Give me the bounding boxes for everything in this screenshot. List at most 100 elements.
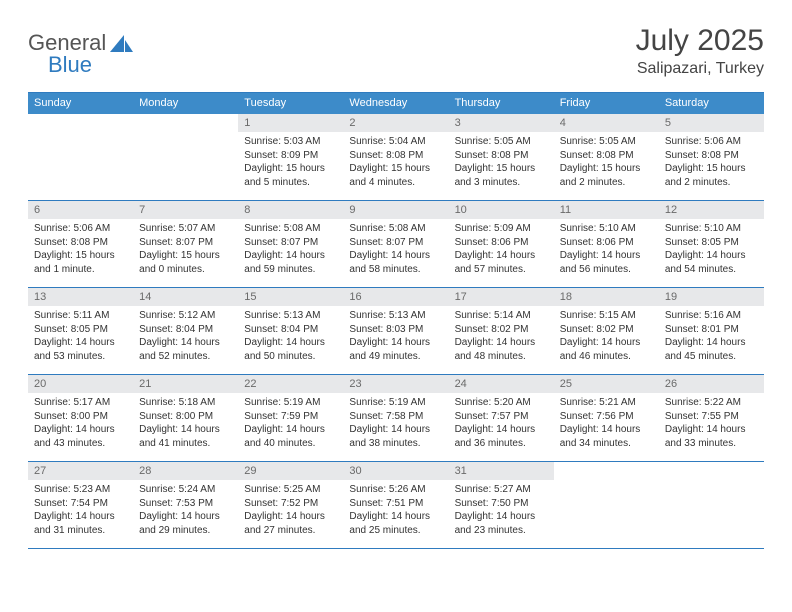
daylight-text: Daylight: 15 hours and 5 minutes. — [244, 162, 337, 189]
sunset-text: Sunset: 8:07 PM — [244, 236, 337, 250]
sunrise-text: Sunrise: 5:10 AM — [560, 222, 653, 236]
day-number: 9 — [343, 201, 448, 219]
day-number: 18 — [554, 288, 659, 306]
sunrise-text: Sunrise: 5:08 AM — [349, 222, 442, 236]
sunset-text: Sunset: 8:04 PM — [244, 323, 337, 337]
sunrise-text: Sunrise: 5:20 AM — [455, 396, 548, 410]
day-detail: Sunrise: 5:09 AMSunset: 8:06 PMDaylight:… — [449, 219, 554, 282]
sunset-text: Sunset: 8:06 PM — [560, 236, 653, 250]
day-number: 11 — [554, 201, 659, 219]
day-cell — [554, 462, 659, 548]
sunrise-text: Sunrise: 5:19 AM — [349, 396, 442, 410]
day-detail: Sunrise: 5:22 AMSunset: 7:55 PMDaylight:… — [659, 393, 764, 456]
sunset-text: Sunset: 7:55 PM — [665, 410, 758, 424]
day-number: 30 — [343, 462, 448, 480]
dayname-wednesday: Wednesday — [343, 93, 448, 114]
sunrise-text: Sunrise: 5:13 AM — [349, 309, 442, 323]
day-number: 10 — [449, 201, 554, 219]
day-cell: 31Sunrise: 5:27 AMSunset: 7:50 PMDayligh… — [449, 462, 554, 548]
sunrise-text: Sunrise: 5:25 AM — [244, 483, 337, 497]
day-detail: Sunrise: 5:21 AMSunset: 7:56 PMDaylight:… — [554, 393, 659, 456]
weeks-container: 1Sunrise: 5:03 AMSunset: 8:09 PMDaylight… — [28, 114, 764, 549]
day-number: 31 — [449, 462, 554, 480]
day-cell: 21Sunrise: 5:18 AMSunset: 8:00 PMDayligh… — [133, 375, 238, 461]
sunrise-text: Sunrise: 5:06 AM — [34, 222, 127, 236]
day-detail: Sunrise: 5:05 AMSunset: 8:08 PMDaylight:… — [554, 132, 659, 195]
day-detail: Sunrise: 5:10 AMSunset: 8:05 PMDaylight:… — [659, 219, 764, 282]
day-number: 7 — [133, 201, 238, 219]
sunset-text: Sunset: 8:05 PM — [34, 323, 127, 337]
day-detail: Sunrise: 5:19 AMSunset: 7:59 PMDaylight:… — [238, 393, 343, 456]
sunrise-text: Sunrise: 5:23 AM — [34, 483, 127, 497]
sunrise-text: Sunrise: 5:14 AM — [455, 309, 548, 323]
day-number: 29 — [238, 462, 343, 480]
day-cell: 30Sunrise: 5:26 AMSunset: 7:51 PMDayligh… — [343, 462, 448, 548]
daylight-text: Daylight: 14 hours and 49 minutes. — [349, 336, 442, 363]
day-cell: 8Sunrise: 5:08 AMSunset: 8:07 PMDaylight… — [238, 201, 343, 287]
day-number: 28 — [133, 462, 238, 480]
day-cell — [133, 114, 238, 200]
day-number: 8 — [238, 201, 343, 219]
day-detail: Sunrise: 5:18 AMSunset: 8:00 PMDaylight:… — [133, 393, 238, 456]
day-detail: Sunrise: 5:19 AMSunset: 7:58 PMDaylight:… — [343, 393, 448, 456]
daylight-text: Daylight: 14 hours and 33 minutes. — [665, 423, 758, 450]
sunset-text: Sunset: 8:00 PM — [139, 410, 232, 424]
day-number: 22 — [238, 375, 343, 393]
day-detail: Sunrise: 5:15 AMSunset: 8:02 PMDaylight:… — [554, 306, 659, 369]
day-cell: 10Sunrise: 5:09 AMSunset: 8:06 PMDayligh… — [449, 201, 554, 287]
calendar-grid: Sunday Monday Tuesday Wednesday Thursday… — [28, 92, 764, 549]
sunrise-text: Sunrise: 5:09 AM — [455, 222, 548, 236]
day-cell: 29Sunrise: 5:25 AMSunset: 7:52 PMDayligh… — [238, 462, 343, 548]
day-detail: Sunrise: 5:12 AMSunset: 8:04 PMDaylight:… — [133, 306, 238, 369]
sunset-text: Sunset: 7:54 PM — [34, 497, 127, 511]
daylight-text: Daylight: 14 hours and 29 minutes. — [139, 510, 232, 537]
dayname-monday: Monday — [133, 93, 238, 114]
sunset-text: Sunset: 7:52 PM — [244, 497, 337, 511]
week-row: 6Sunrise: 5:06 AMSunset: 8:08 PMDaylight… — [28, 201, 764, 288]
day-detail: Sunrise: 5:05 AMSunset: 8:08 PMDaylight:… — [449, 132, 554, 195]
location-label: Salipazari, Turkey — [636, 60, 764, 78]
day-number: 23 — [343, 375, 448, 393]
day-cell: 17Sunrise: 5:14 AMSunset: 8:02 PMDayligh… — [449, 288, 554, 374]
daylight-text: Daylight: 14 hours and 52 minutes. — [139, 336, 232, 363]
page-header: General July 2025 Salipazari, Turkey — [28, 24, 764, 78]
day-detail: Sunrise: 5:11 AMSunset: 8:05 PMDaylight:… — [28, 306, 133, 369]
dayname-friday: Friday — [554, 93, 659, 114]
day-detail: Sunrise: 5:17 AMSunset: 8:00 PMDaylight:… — [28, 393, 133, 456]
daylight-text: Daylight: 14 hours and 56 minutes. — [560, 249, 653, 276]
sunrise-text: Sunrise: 5:11 AM — [34, 309, 127, 323]
sunrise-text: Sunrise: 5:17 AM — [34, 396, 127, 410]
daylight-text: Daylight: 14 hours and 45 minutes. — [665, 336, 758, 363]
calendar-page: General July 2025 Salipazari, Turkey Blu… — [0, 0, 792, 569]
daylight-text: Daylight: 14 hours and 46 minutes. — [560, 336, 653, 363]
day-detail: Sunrise: 5:06 AMSunset: 8:08 PMDaylight:… — [28, 219, 133, 282]
sunset-text: Sunset: 8:08 PM — [455, 149, 548, 163]
day-cell: 7 Sunrise: 5:07 AMSunset: 8:07 PMDaylight… — [133, 201, 238, 287]
sunset-text: Sunset: 8:07 PM — [349, 236, 442, 250]
daylight-text: Daylight: 14 hours and 23 minutes. — [455, 510, 548, 537]
day-cell: 28Sunrise: 5:24 AMSunset: 7:53 PMDayligh… — [133, 462, 238, 548]
sunrise-text: Sunrise: 5:21 AM — [560, 396, 653, 410]
day-cell: 14Sunrise: 5:12 AMSunset: 8:04 PMDayligh… — [133, 288, 238, 374]
day-number: 15 — [238, 288, 343, 306]
brand-part2: Blue — [48, 52, 92, 78]
sunset-text: Sunset: 7:53 PM — [139, 497, 232, 511]
day-detail: Sunrise: 5:03 AMSunset: 8:09 PMDaylight:… — [238, 132, 343, 195]
sunrise-text: Sunrise: 5:07 AM — [139, 222, 232, 236]
daylight-text: Daylight: 14 hours and 54 minutes. — [665, 249, 758, 276]
day-cell: 11 Sunrise: 5:10 AMSunset: 8:06 PMDayligh… — [554, 201, 659, 287]
sunset-text: Sunset: 8:07 PM — [139, 236, 232, 250]
day-number: 16 — [343, 288, 448, 306]
day-number: 14 — [133, 288, 238, 306]
sunset-text: Sunset: 8:02 PM — [560, 323, 653, 337]
logo-sail-icon — [110, 35, 134, 53]
sunrise-text: Sunrise: 5:05 AM — [455, 135, 548, 149]
day-cell: 16Sunrise: 5:13 AMSunset: 8:03 PMDayligh… — [343, 288, 448, 374]
sunset-text: Sunset: 8:08 PM — [560, 149, 653, 163]
day-detail: Sunrise: 5:25 AMSunset: 7:52 PMDaylight:… — [238, 480, 343, 543]
daylight-text: Daylight: 15 hours and 0 minutes. — [139, 249, 232, 276]
day-cell: 19Sunrise: 5:16 AMSunset: 8:01 PMDayligh… — [659, 288, 764, 374]
sunrise-text: Sunrise: 5:12 AM — [139, 309, 232, 323]
daylight-text: Daylight: 14 hours and 38 minutes. — [349, 423, 442, 450]
day-cell: 9Sunrise: 5:08 AMSunset: 8:07 PMDaylight… — [343, 201, 448, 287]
